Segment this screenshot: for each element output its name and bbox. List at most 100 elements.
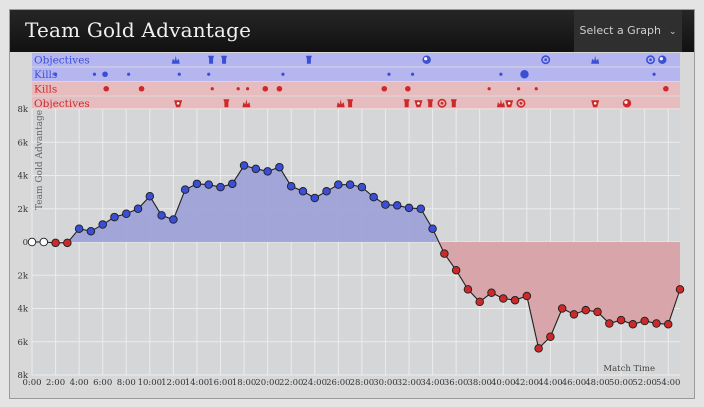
event-row-label: Kills (34, 84, 57, 96)
kill-marker (102, 71, 108, 78)
data-point (510, 295, 520, 305)
herald-icon (646, 55, 656, 65)
data-point (475, 297, 484, 307)
chevron-down-icon: ⌄ (668, 27, 677, 37)
data-point (192, 179, 202, 189)
y-tick-label: 6k (17, 338, 28, 348)
data-point (204, 180, 213, 189)
data-point (499, 294, 508, 303)
inhibitor-icon (414, 100, 423, 108)
x-tick-label: 14:00 (185, 378, 210, 388)
data-point (440, 249, 449, 258)
dragon-icon (496, 99, 505, 108)
data-point (392, 201, 402, 210)
kill-marker (381, 85, 388, 92)
x-tick-label: 20:00 (255, 378, 280, 388)
data-point (251, 164, 261, 174)
kill-marker (652, 72, 656, 76)
data-point (628, 320, 638, 329)
data-point (416, 204, 426, 213)
graph-header: Team Gold Advantage Select a Graph ⌄ (10, 10, 694, 52)
x-tick-label: 4:00 (70, 378, 89, 388)
tower-icon (223, 99, 230, 108)
data-point (616, 315, 626, 325)
baron-icon (622, 99, 632, 108)
x-tick-label: 38:00 (467, 378, 492, 388)
data-point (169, 215, 178, 224)
dragon-icon (591, 55, 600, 64)
kill-marker (92, 72, 97, 76)
event-band-blue-objectives (32, 53, 680, 67)
data-point (27, 237, 37, 247)
dragon-icon (242, 99, 251, 108)
x-tick-label: 40:00 (491, 378, 516, 388)
kill-marker (487, 87, 491, 91)
kill-marker (276, 85, 283, 92)
event-row-label: Kills (34, 69, 57, 81)
select-graph-label: Select a Graph (579, 24, 661, 37)
kill-marker (499, 72, 503, 76)
dragon-icon (336, 99, 345, 108)
data-point (334, 180, 343, 189)
kill-marker (127, 72, 131, 76)
x-tick-label: 18:00 (232, 378, 257, 388)
data-point (145, 192, 155, 201)
x-tick-label: 28:00 (350, 378, 375, 388)
kill-marker (236, 87, 240, 91)
x-tick-label: 50:00 (609, 378, 634, 388)
data-point (310, 193, 320, 203)
y-tick-label: 8k (17, 371, 28, 381)
data-point (569, 310, 579, 319)
baron-icon (422, 55, 431, 64)
x-tick-label: 54:00 (656, 378, 681, 388)
data-point (180, 185, 190, 194)
data-point (675, 285, 685, 294)
data-point (86, 226, 96, 236)
data-point (428, 224, 437, 233)
x-tick-label: 34:00 (420, 378, 445, 388)
kill-marker (516, 87, 521, 91)
data-point (593, 307, 602, 317)
kill-marker (262, 85, 269, 92)
page-title: Team Gold Advantage (25, 18, 252, 42)
y-tick-label: 2k (17, 271, 28, 281)
x-tick-label: 22:00 (279, 378, 304, 388)
select-graph-dropdown[interactable]: Select a Graph ⌄ (574, 10, 682, 52)
data-point (487, 288, 496, 297)
kill-marker (520, 70, 529, 79)
data-point (133, 204, 143, 213)
tower-icon (450, 99, 457, 108)
data-point (345, 180, 355, 189)
x-tick-label: 26:00 (326, 378, 351, 388)
x-tick-label: 2:00 (46, 378, 65, 388)
data-point (357, 182, 367, 192)
x-tick-label: 52:00 (632, 378, 657, 388)
event-band-red-kills (32, 82, 680, 96)
data-point (546, 332, 555, 342)
kill-marker (410, 72, 415, 76)
kill-marker (387, 72, 391, 76)
tower-icon (403, 99, 410, 108)
y-tick-label: 4k (17, 305, 28, 315)
data-point (74, 224, 84, 233)
data-point (451, 266, 461, 275)
y-tick-label: 6k (17, 138, 28, 148)
data-point (522, 291, 532, 301)
tower-icon (347, 99, 354, 108)
x-tick-label: 42:00 (515, 378, 540, 388)
data-point (404, 203, 414, 213)
herald-icon (541, 55, 551, 65)
data-point (640, 316, 649, 326)
tower-icon (208, 55, 215, 64)
data-point (581, 305, 590, 315)
blue-advantage-area (32, 165, 680, 242)
data-point (110, 212, 119, 222)
kill-marker (663, 85, 669, 92)
kill-marker (210, 87, 214, 91)
data-point (605, 319, 614, 328)
x-axis-title: Match Time (603, 364, 655, 374)
x-tick-label: 46:00 (562, 378, 587, 388)
kill-marker (534, 87, 538, 91)
y-tick-label: 4k (17, 172, 28, 182)
